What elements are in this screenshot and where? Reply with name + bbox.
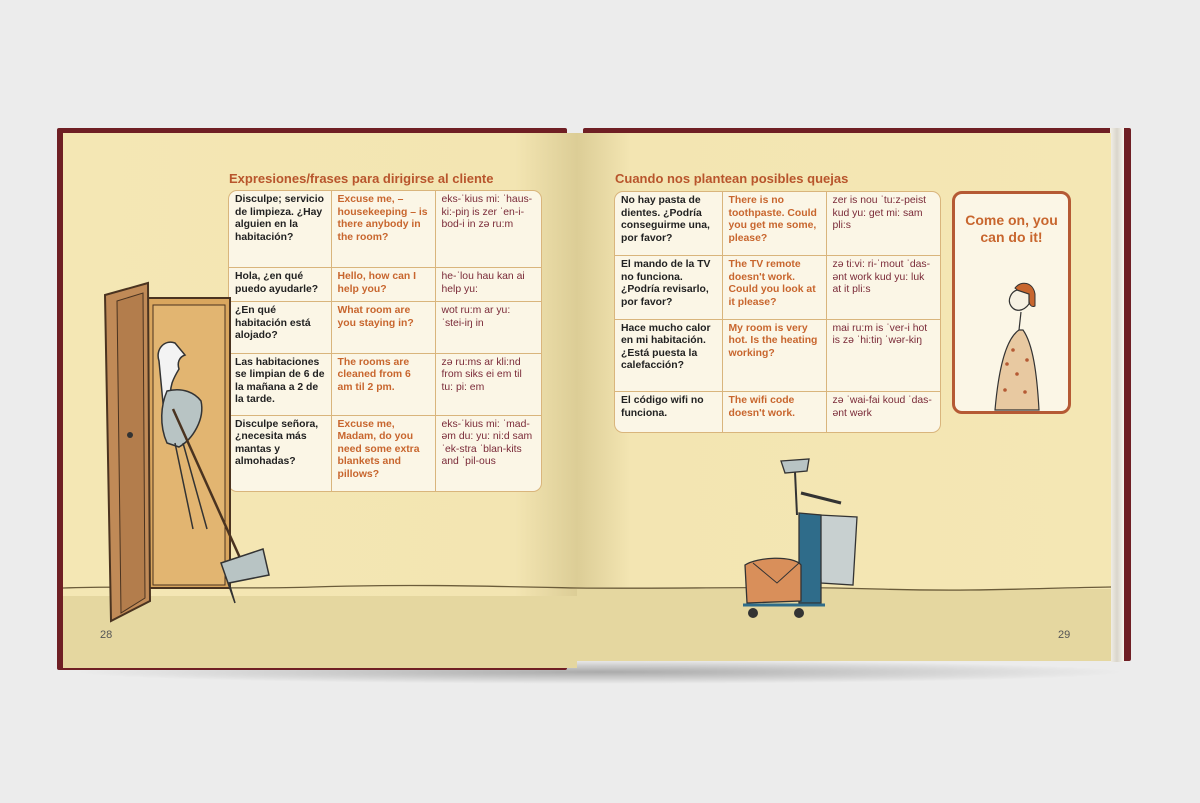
english-cell: My room is very hot. Is the heating work… [721, 319, 826, 393]
encouragement-callout: Come on, you can do it! [952, 191, 1071, 414]
floor [577, 589, 1111, 661]
phonetic-cell: zer is nou ˈtu:z-peist kud yu: get mi: s… [825, 192, 940, 257]
phonetic-cell: mai ru:m is ˈver-i hot is zə ˈhi:tiŋ ˈwə… [825, 319, 940, 393]
phonetic-cell: eks-ˈkius mi: ˈhaus-ki:-piŋ is zer ˈen-i… [434, 191, 541, 268]
english-cell: There is no toothpaste. Could you get me… [721, 192, 826, 257]
spanish-cell: El código wifi no funciona. [621, 395, 704, 419]
cleaning-cart-illustration [743, 458, 858, 618]
table-row: No hay pasta de dientes. ¿Podría consegu… [615, 192, 940, 257]
spanish-cell: Disculpe señora, ¿necesita más mantas y … [235, 418, 319, 468]
page-title: Expresiones/frases para dirigirse al cli… [229, 171, 494, 186]
phonetic-cell: zə ru:ms ar kli:nd from siks ei em til t… [434, 353, 541, 416]
phrase-table-right: No hay pasta de dientes. ¿Podría consegu… [614, 191, 941, 433]
spanish-cell: No hay pasta de dientes. ¿Podría consegu… [615, 192, 722, 257]
english-cell: Excuse me, – housekeeping – is there any… [330, 191, 435, 268]
spanish-cell: Las habitaciones se limpian de 6 de la m… [229, 353, 331, 416]
table-row: Disculpe señora, ¿necesita más mantas y … [229, 415, 541, 491]
table-row: ¿En qué habitación está alojado? What ro… [229, 301, 541, 354]
table-row: El mando de la TV no funciona. ¿Podría r… [615, 255, 940, 320]
english-cell: The TV remote doesn't work. Could you lo… [721, 255, 826, 320]
right-page: Cuando nos plantean posibles quejas No h… [577, 133, 1111, 661]
floor [63, 596, 577, 668]
phrase-table-left: Disculpe; servicio de limpieza. ¿Hay alg… [228, 190, 542, 492]
woman-illustration [994, 282, 1040, 411]
page-number: 29 [1058, 629, 1071, 641]
phonetic-cell: eks-ˈkius mi: ˈmad-əm du: yu: ni:d sam ˈ… [434, 415, 541, 491]
table-row: El código wifi no funciona. The wifi cod… [615, 391, 940, 432]
phonetic-cell: he-ˈlou hau kan ai help yu: [434, 267, 541, 303]
spanish-cell: ¿En qué habitación está alojado? [229, 301, 331, 354]
table-row: Las habitaciones se limpian de 6 de la m… [229, 353, 541, 416]
spanish-cell: El mando de la TV no funciona. ¿Podría r… [615, 255, 722, 320]
callout-text: Come on, you can do it! [965, 212, 1058, 245]
english-cell: Excuse me, Madam, do you need some extra… [330, 415, 435, 491]
table-row: Hola, ¿en qué puedo ayudarle? Hello, how… [229, 267, 541, 303]
left-page: Expresiones/frases para dirigirse al cli… [63, 133, 577, 668]
phonetic-cell: zə ti:vi: ri-ˈmout ˈdas-ənt work kud yu:… [825, 255, 940, 320]
spanish-cell: Disculpe; servicio de limpieza. ¿Hay alg… [229, 191, 331, 268]
spanish-cell: Hace mucho calor en mi habitación. ¿Está… [615, 319, 722, 393]
page-title: Cuando nos plantean posibles quejas [615, 171, 849, 186]
phonetic-cell: zə ˈwai-fai koud ˈdas-ənt wərk [825, 391, 940, 432]
floor-line [577, 586, 1111, 591]
spanish-cell: Hola, ¿en qué puedo ayudarle? [229, 267, 331, 303]
housekeeper-illustration [103, 281, 270, 623]
english-cell: What room are you staying in? [330, 301, 435, 354]
english-cell: The rooms are cleaned from 6 am til 2 pm… [330, 353, 435, 416]
english-cell: The wifi code doesn't work. [721, 391, 826, 432]
page-edges [1110, 128, 1124, 662]
table-row: Hace mucho calor en mi habitación. ¿Está… [615, 319, 940, 393]
phonetic-cell: wot ru:m ar yu: ˈstei-iŋ in [434, 301, 541, 354]
table-row: Disculpe; servicio de limpieza. ¿Hay alg… [229, 191, 541, 268]
page-number: 28 [100, 629, 113, 641]
english-cell: Hello, how can I help you? [330, 267, 435, 303]
